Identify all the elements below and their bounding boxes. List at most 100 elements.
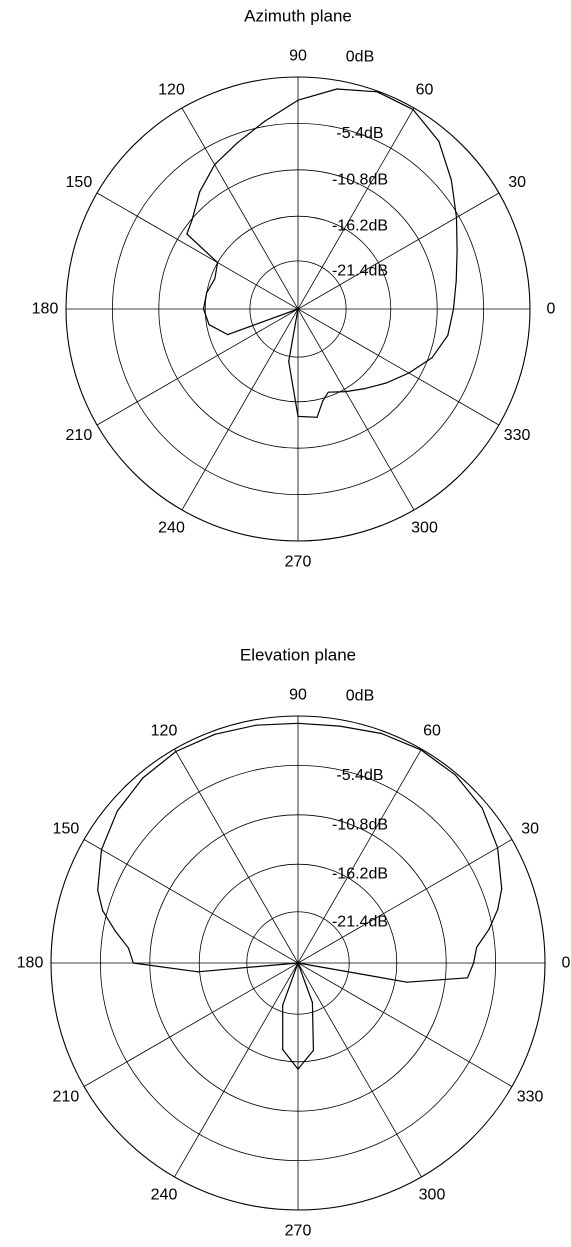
- pattern-point: [264, 120, 266, 122]
- ring-db-label: -5.4dB: [336, 767, 383, 784]
- elevation-pattern-series: [97, 722, 503, 1070]
- pattern-point: [191, 219, 193, 221]
- pattern-point: [206, 292, 208, 294]
- ring-db-label: 0dB: [346, 688, 374, 705]
- pattern-point: [214, 278, 216, 280]
- pattern-point: [102, 910, 104, 912]
- pattern-point: [327, 391, 329, 393]
- pattern-point: [450, 179, 452, 181]
- pattern-point: [406, 981, 408, 983]
- elevation-polar-plot: Elevation plane 0 30 60 90 120 150 180 210 240 27…: [17, 646, 571, 1240]
- pattern-point: [236, 142, 239, 144]
- pattern-point: [501, 888, 503, 890]
- pattern-point: [202, 308, 205, 310]
- pattern-point: [447, 334, 449, 336]
- pattern-point: [282, 1048, 284, 1051]
- ring-db-label: -21.4dB: [332, 262, 388, 279]
- pattern-point: [455, 280, 457, 282]
- pattern-point: [297, 308, 299, 310]
- pattern-point: [488, 928, 490, 930]
- angle-tick-label: 0: [562, 955, 571, 972]
- pattern-point: [297, 1068, 299, 1070]
- pattern-point: [376, 91, 378, 93]
- pattern-point: [100, 849, 103, 851]
- elevation-plot-title: Elevation plane: [240, 646, 356, 665]
- angle-tick-label: 180: [17, 955, 44, 972]
- pattern-point: [336, 88, 338, 90]
- pattern-point: [452, 308, 455, 310]
- pattern-point: [408, 372, 410, 374]
- ring-db-label: -16.2dB: [332, 218, 388, 235]
- pattern-point: [322, 400, 324, 402]
- elevation-ring-labels: 0dB -5.4dB -10.8dB -16.2dB -21.4dB: [332, 688, 388, 931]
- ring-db-label: -16.2dB: [332, 866, 388, 883]
- pattern-point: [380, 732, 383, 735]
- pattern-point: [473, 962, 475, 964]
- angle-tick-label: 150: [66, 174, 93, 191]
- angle-tick-label: 0: [547, 301, 556, 318]
- pattern-point: [214, 733, 216, 735]
- pattern-point: [208, 324, 210, 326]
- azimuth-polar-plot: Azimuth plane 0 30 60 90 120 150 180 210 240 270 3…: [32, 7, 556, 571]
- ring-db-label: 0dB: [346, 49, 374, 66]
- ring-db-label: -21.4dB: [332, 913, 388, 930]
- pattern-point: [114, 930, 116, 932]
- pattern-point: [385, 382, 387, 384]
- pattern-point: [132, 962, 134, 964]
- angle-tick-label: 330: [504, 427, 531, 444]
- pattern-point: [412, 109, 414, 111]
- azimuth-angle-ticks: 0 30 60 90 120 150 180 210 240 270 300 330: [32, 48, 556, 571]
- angle-tick-label: 240: [158, 520, 185, 537]
- angle-tick-label: 300: [411, 520, 438, 537]
- pattern-point: [466, 977, 469, 979]
- ring-db-label: -10.8dB: [332, 171, 388, 188]
- pattern-point: [364, 388, 366, 390]
- angle-tick-label: 120: [158, 81, 185, 98]
- angle-tick-label: 180: [32, 301, 59, 318]
- pattern-point: [497, 908, 499, 911]
- pattern-point: [186, 233, 188, 235]
- angle-tick-label: 60: [423, 722, 441, 739]
- angle-tick-label: 270: [285, 554, 312, 571]
- pattern-trace: [97, 722, 503, 1070]
- pattern-point: [297, 722, 299, 724]
- pattern-point: [431, 357, 433, 359]
- ring-db-label: -5.4dB: [336, 125, 383, 142]
- pattern-point: [116, 810, 118, 812]
- pattern-point: [420, 749, 422, 751]
- pattern-point: [339, 725, 341, 727]
- pattern-point: [142, 777, 144, 779]
- pattern-point: [455, 216, 458, 219]
- pattern-point: [476, 946, 478, 949]
- angle-tick-label: 210: [66, 427, 93, 444]
- azimuth-plot-title: Azimuth plane: [244, 7, 352, 26]
- angle-tick-label: 270: [285, 1223, 312, 1240]
- angle-tick-label: 330: [517, 1089, 544, 1106]
- angle-tick-label: 300: [419, 1187, 446, 1204]
- pattern-point: [456, 250, 458, 252]
- ring-db-label: -10.8dB: [332, 816, 388, 833]
- pattern-point: [312, 1049, 314, 1051]
- pattern-point: [227, 334, 229, 336]
- angle-tick-label: 90: [289, 687, 307, 704]
- angle-tick-label: 150: [53, 821, 80, 838]
- azimuth-pattern-series: [186, 88, 458, 418]
- pattern-point: [316, 416, 318, 418]
- pattern-point: [497, 847, 499, 849]
- pattern-point: [297, 415, 299, 417]
- pattern-point: [288, 360, 290, 363]
- angle-tick-label: 240: [151, 1187, 178, 1204]
- pattern-point: [455, 774, 457, 776]
- pattern-point: [297, 962, 299, 964]
- pattern-point: [311, 1001, 313, 1004]
- pattern-point: [217, 262, 219, 264]
- pattern-point: [297, 99, 299, 101]
- pattern-point: [438, 140, 440, 142]
- angle-tick-label: 120: [151, 722, 178, 739]
- pattern-point: [175, 750, 177, 753]
- angle-tick-label: 60: [416, 81, 434, 98]
- pattern-point: [127, 947, 130, 949]
- pattern-point: [345, 391, 347, 393]
